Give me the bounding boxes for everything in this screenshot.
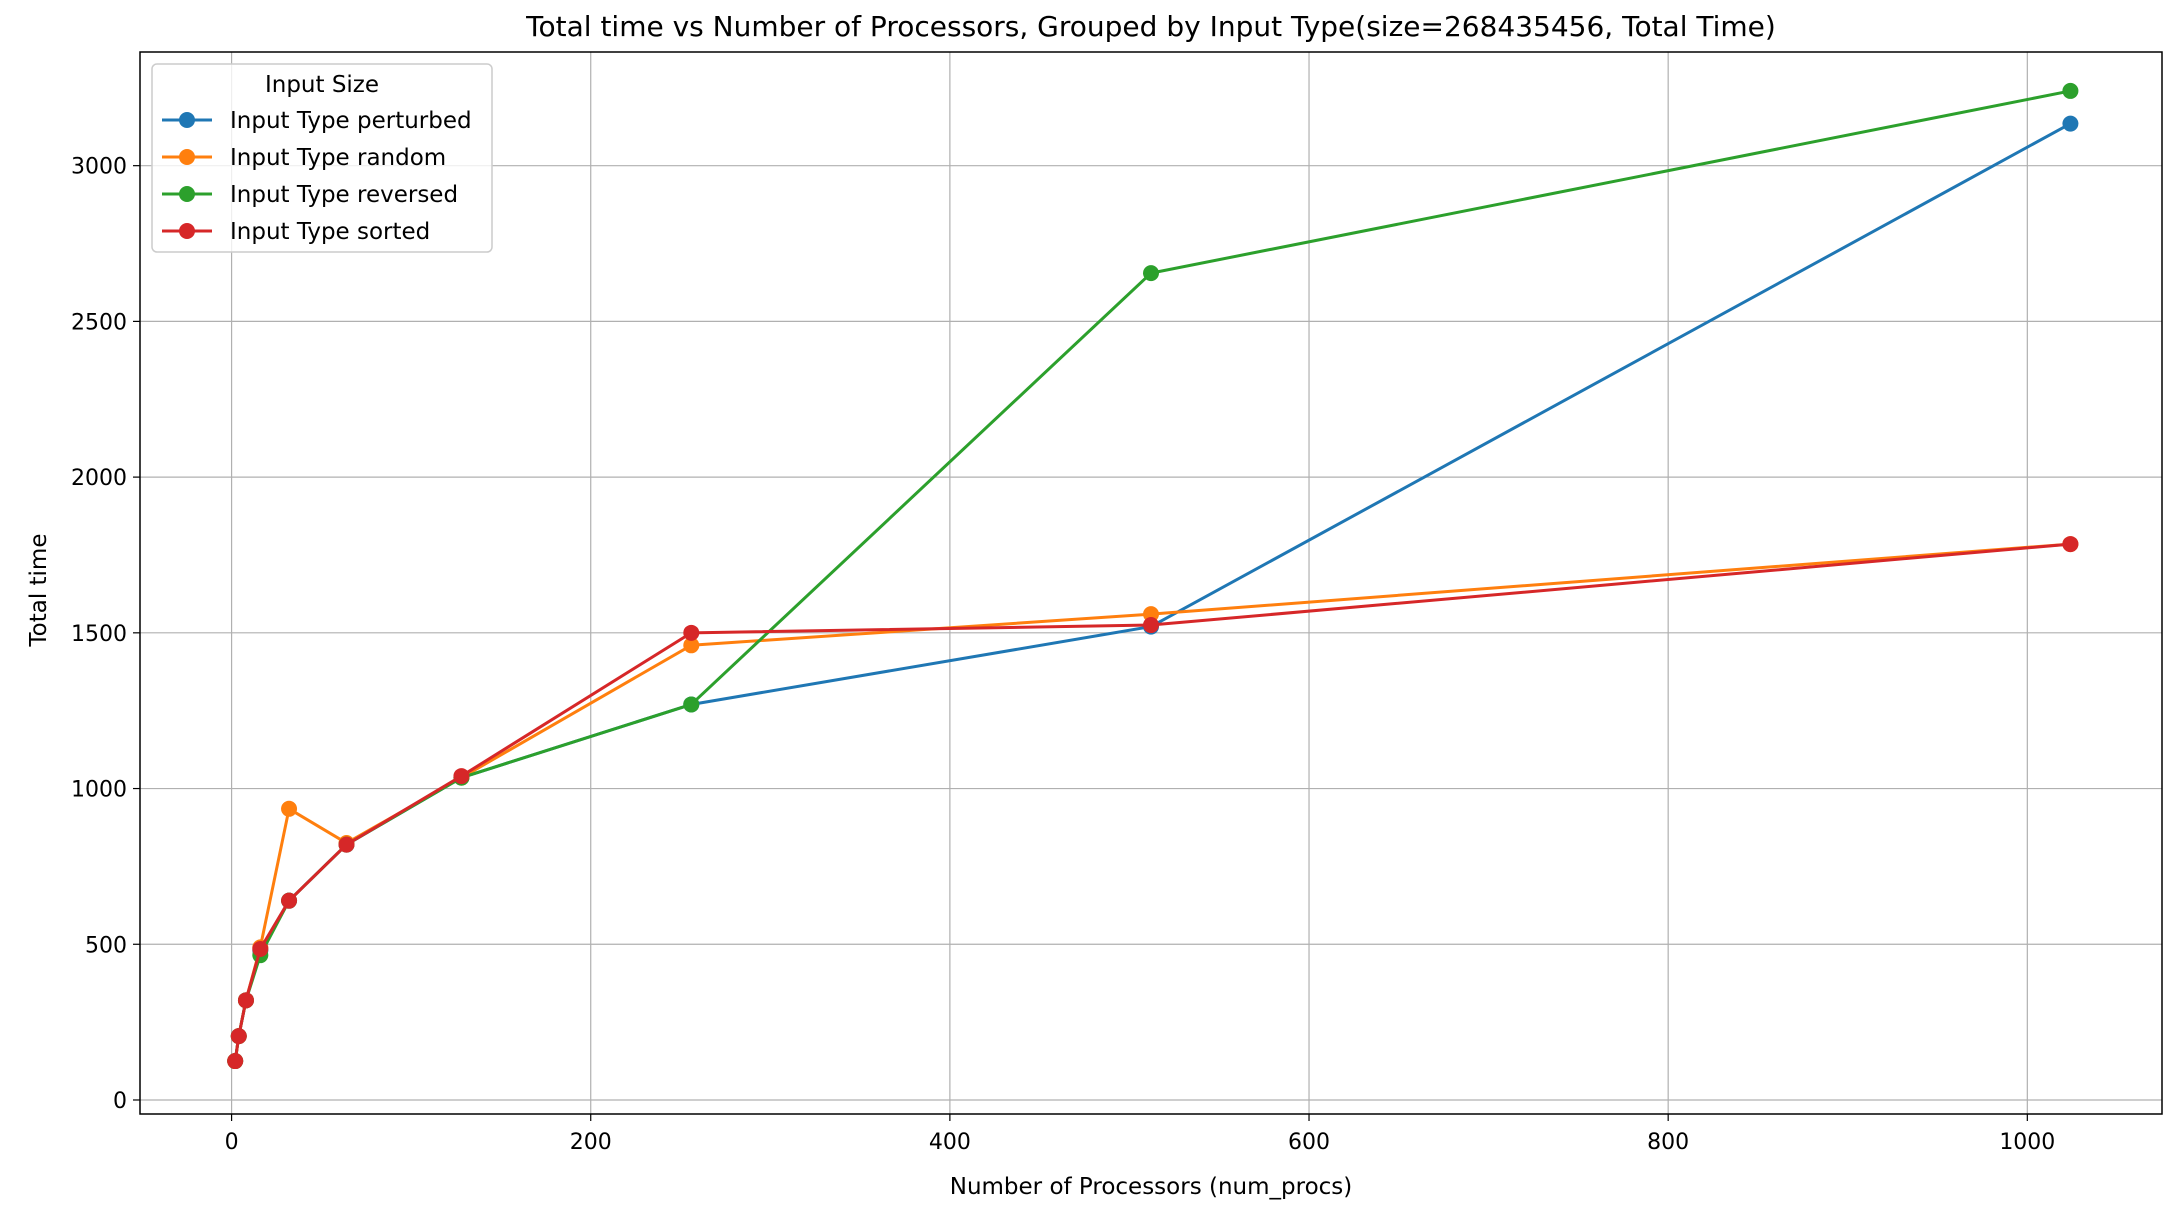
y-tick-label: 0 <box>113 1089 127 1114</box>
y-axis-label: Total time <box>26 534 52 648</box>
y-tick-label: 2500 <box>71 310 127 335</box>
data-point <box>2062 82 2079 99</box>
legend-marker <box>179 223 195 239</box>
legend-box <box>151 63 493 253</box>
legend-item: Input Type sorted <box>162 219 430 245</box>
legend-label: Input Type perturbed <box>230 108 472 134</box>
data-point <box>237 992 254 1009</box>
series-input-type-sorted <box>227 536 2079 1070</box>
x-tick-label: 200 <box>570 1130 612 1155</box>
x-tick-label: 600 <box>1288 1130 1330 1155</box>
legend-title: Input Size <box>265 72 379 98</box>
y-axis-ticks: 0 500 1000 1500 2000 2500 3000 <box>71 155 140 1114</box>
legend-marker <box>179 186 195 202</box>
y-tick-label: 500 <box>85 933 127 958</box>
data-point <box>230 1028 247 1045</box>
data-point <box>683 637 700 654</box>
data-point <box>683 624 700 641</box>
legend-item: Input Type perturbed <box>162 108 472 134</box>
data-point <box>2062 115 2079 132</box>
series-lines <box>227 82 2079 1070</box>
legend-marker <box>179 112 195 128</box>
data-point <box>453 768 470 785</box>
chart-title: Total time vs Number of Processors, Grou… <box>525 10 1776 43</box>
y-tick-label: 1000 <box>71 778 127 803</box>
x-axis-ticks: 0 200 400 600 800 1000 <box>225 1114 2055 1155</box>
x-tick-label: 1000 <box>1999 1130 2055 1155</box>
x-tick-label: 400 <box>929 1130 971 1155</box>
y-tick-label: 2000 <box>71 466 127 491</box>
data-point <box>227 1053 244 1070</box>
data-point <box>683 696 700 713</box>
legend-label: Input Type reversed <box>230 182 458 208</box>
x-tick-label: 0 <box>225 1130 239 1155</box>
y-tick-label: 3000 <box>71 155 127 180</box>
legend-item: Input Type reversed <box>162 182 458 208</box>
legend-marker <box>179 149 195 165</box>
x-tick-label: 800 <box>1647 1130 1689 1155</box>
data-point <box>1143 265 1159 282</box>
data-point <box>338 836 355 853</box>
data-point <box>281 800 298 817</box>
data-point <box>281 892 298 909</box>
plot-area-frame <box>139 51 2163 1115</box>
data-point <box>2062 536 2079 553</box>
data-point <box>252 940 269 957</box>
legend: Input Size Input Type perturbed Input Typ… <box>151 63 493 253</box>
legend-label: Input Type random <box>230 145 446 171</box>
legend-item: Input Type random <box>162 145 446 171</box>
legend-label: Input Type sorted <box>230 219 430 245</box>
y-tick-label: 1500 <box>71 622 127 647</box>
data-point <box>1143 617 1159 634</box>
series-line <box>233 542 2071 1062</box>
x-axis-label: Number of Processors (num_procs) <box>950 1174 1353 1200</box>
